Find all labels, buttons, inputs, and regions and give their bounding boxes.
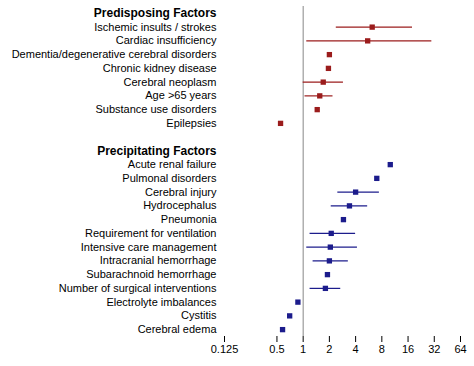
svg-text:0.125: 0.125 bbox=[211, 343, 239, 355]
svg-text:Number of surgical interventio: Number of surgical interventions bbox=[59, 282, 217, 294]
svg-text:Ischemic insults / strokes: Ischemic insults / strokes bbox=[94, 21, 217, 33]
svg-text:Epilepsies: Epilepsies bbox=[166, 117, 217, 129]
svg-text:Cerebral injury: Cerebral injury bbox=[145, 186, 217, 198]
svg-text:32: 32 bbox=[428, 343, 440, 355]
svg-text:Acute renal failure: Acute renal failure bbox=[128, 158, 217, 170]
svg-text:Pulmonal disorders: Pulmonal disorders bbox=[122, 172, 217, 184]
svg-text:64: 64 bbox=[454, 343, 466, 355]
svg-text:Electrolyte imbalances: Electrolyte imbalances bbox=[106, 296, 217, 308]
svg-text:16: 16 bbox=[402, 343, 414, 355]
svg-text:Age >65 years: Age >65 years bbox=[145, 89, 217, 101]
svg-text:Intensive care management: Intensive care management bbox=[81, 241, 217, 253]
svg-text:Predisposing Factors: Predisposing Factors bbox=[94, 6, 217, 20]
svg-text:Hydrocephalus: Hydrocephalus bbox=[143, 199, 217, 211]
svg-text:Requirement for ventilation: Requirement for ventilation bbox=[85, 227, 216, 239]
svg-text:Cerebral edema: Cerebral edema bbox=[138, 323, 218, 335]
svg-text:0.5: 0.5 bbox=[269, 343, 284, 355]
svg-text:4: 4 bbox=[353, 343, 359, 355]
svg-text:Intracranial hemorrhage: Intracranial hemorrhage bbox=[100, 254, 217, 266]
svg-text:1: 1 bbox=[300, 343, 306, 355]
svg-text:Subarachnoid hemorrhage: Subarachnoid hemorrhage bbox=[86, 268, 216, 280]
svg-text:Cardiac insufficiency: Cardiac insufficiency bbox=[116, 34, 217, 46]
svg-text:Cystitis: Cystitis bbox=[181, 309, 217, 321]
svg-text:Substance use disorders: Substance use disorders bbox=[95, 103, 217, 115]
svg-text:Dementia/degenerative cerebral: Dementia/degenerative cerebral disorders bbox=[12, 48, 217, 60]
svg-text:8: 8 bbox=[379, 343, 385, 355]
svg-text:Cerebral neoplasm: Cerebral neoplasm bbox=[124, 76, 217, 88]
svg-text:Chronic kidney disease: Chronic kidney disease bbox=[103, 62, 217, 74]
svg-text:Precipitating Factors: Precipitating Factors bbox=[97, 144, 217, 158]
svg-text:2: 2 bbox=[326, 343, 332, 355]
svg-text:Pneumonia: Pneumonia bbox=[161, 213, 218, 225]
